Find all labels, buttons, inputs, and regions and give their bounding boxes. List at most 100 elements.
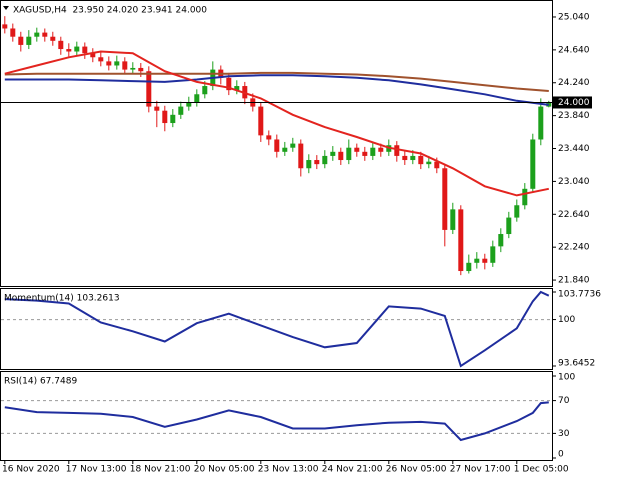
candle-body — [234, 86, 240, 91]
y-tick-label: 0 — [558, 450, 564, 460]
x-tick-label: 27 Nov 17:00 — [450, 465, 511, 475]
y-tick-label: 24.640 — [558, 45, 590, 55]
candle-body — [322, 155, 328, 165]
candle-body — [434, 161, 440, 169]
candle-body — [482, 258, 488, 263]
candle-body — [10, 28, 16, 37]
candle-body — [506, 217, 512, 235]
y-tick-label: 23.040 — [558, 177, 590, 187]
candle-body — [202, 86, 208, 95]
candle-body — [466, 262, 472, 272]
indicator-line — [4, 74, 549, 106]
candle-body — [450, 209, 456, 230]
candle-body — [402, 155, 408, 161]
candle-body — [442, 168, 448, 230]
y-tick-label: 22.240 — [558, 243, 590, 253]
candle-body — [474, 258, 480, 263]
candle-body — [266, 135, 272, 140]
candle-body — [418, 155, 424, 165]
indicator-line — [4, 290, 550, 368]
candle-body — [178, 106, 184, 115]
candle-body — [146, 71, 152, 107]
panel-border — [0, 288, 553, 370]
candle-body — [42, 32, 48, 37]
dropdown-icon — [3, 6, 9, 10]
current-price-label: 24.000 — [558, 98, 590, 108]
candle-body — [130, 67, 136, 70]
panel-title: XAGUSD,H4 23.950 24.020 23.941 24.000 — [13, 6, 207, 16]
candle-body — [282, 147, 288, 152]
candle-body — [226, 77, 232, 91]
panel-border — [0, 0, 553, 287]
indicator-line — [4, 71, 549, 92]
candle-body — [186, 102, 192, 107]
indicator-line — [4, 401, 549, 442]
candle-body — [362, 151, 368, 156]
candle-body — [378, 147, 384, 152]
candle-body — [58, 40, 64, 50]
indicator-line — [4, 50, 550, 197]
candle-body — [338, 151, 344, 161]
candle-body — [26, 36, 32, 45]
candle-body — [370, 147, 376, 156]
x-tick-label: 18 Nov 21:00 — [130, 465, 191, 475]
y-tick-label: 70 — [558, 396, 570, 406]
candle-body — [330, 151, 336, 156]
x-tick-label: 24 Nov 21:00 — [322, 465, 383, 475]
candle-body — [306, 160, 312, 169]
y-tick-label: 100 — [558, 373, 575, 383]
x-tick-label: 26 Nov 05:00 — [386, 465, 447, 475]
candle-body — [170, 114, 176, 124]
x-tick-label: 20 Nov 05:00 — [194, 465, 255, 475]
y-tick-label: 100 — [558, 315, 575, 325]
y-tick-label: 30 — [558, 429, 570, 439]
candle-body — [50, 36, 56, 41]
y-tick-label: 24.240 — [558, 78, 590, 88]
candle-body — [18, 36, 24, 45]
candle-body — [530, 139, 536, 189]
candle-body — [258, 106, 264, 136]
y-tick-label: 103.7736 — [558, 290, 601, 300]
candle-body — [346, 147, 352, 161]
candle-body — [34, 32, 40, 37]
x-tick-label: 23 Nov 13:00 — [258, 465, 319, 475]
x-tick-label: 17 Nov 13:00 — [66, 465, 127, 475]
candle-body — [522, 188, 528, 206]
candle-body — [354, 147, 360, 152]
x-tick-label: 16 Nov 2020 — [2, 465, 60, 475]
y-tick-label: 93.6452 — [558, 359, 595, 369]
current-price-box — [552, 96, 592, 109]
candle-body — [274, 139, 280, 152]
candle-body — [138, 67, 144, 72]
candle-body — [514, 205, 520, 218]
candle-body — [394, 145, 400, 156]
candle-body — [426, 161, 432, 165]
candle-body — [66, 49, 72, 52]
y-tick-label: 23.840 — [558, 111, 590, 121]
candle-body — [290, 143, 296, 148]
candle-body — [90, 53, 96, 58]
candle-body — [122, 61, 128, 70]
candle-body — [98, 57, 104, 62]
candle-body — [162, 110, 168, 124]
candle-body — [298, 143, 304, 169]
candle-body — [194, 94, 200, 103]
candle-body — [498, 234, 504, 247]
candle-body — [538, 106, 544, 140]
y-tick-label: 21.840 — [558, 276, 590, 286]
candle-body — [106, 61, 112, 66]
candle-body — [410, 155, 416, 161]
y-tick-label: 25.040 — [558, 12, 590, 22]
panel-title: RSI(14) 67.7489 — [4, 377, 77, 387]
candle-body — [154, 106, 160, 111]
y-tick-label: 22.640 — [558, 210, 590, 220]
candle-body — [314, 160, 320, 165]
candle-body — [2, 24, 8, 29]
candle-body — [490, 246, 496, 263]
panel-border — [0, 371, 553, 461]
candle-body — [114, 61, 120, 66]
panel-title: Momentum(14) 103.2613 — [4, 294, 120, 304]
candle-body — [74, 46, 80, 52]
